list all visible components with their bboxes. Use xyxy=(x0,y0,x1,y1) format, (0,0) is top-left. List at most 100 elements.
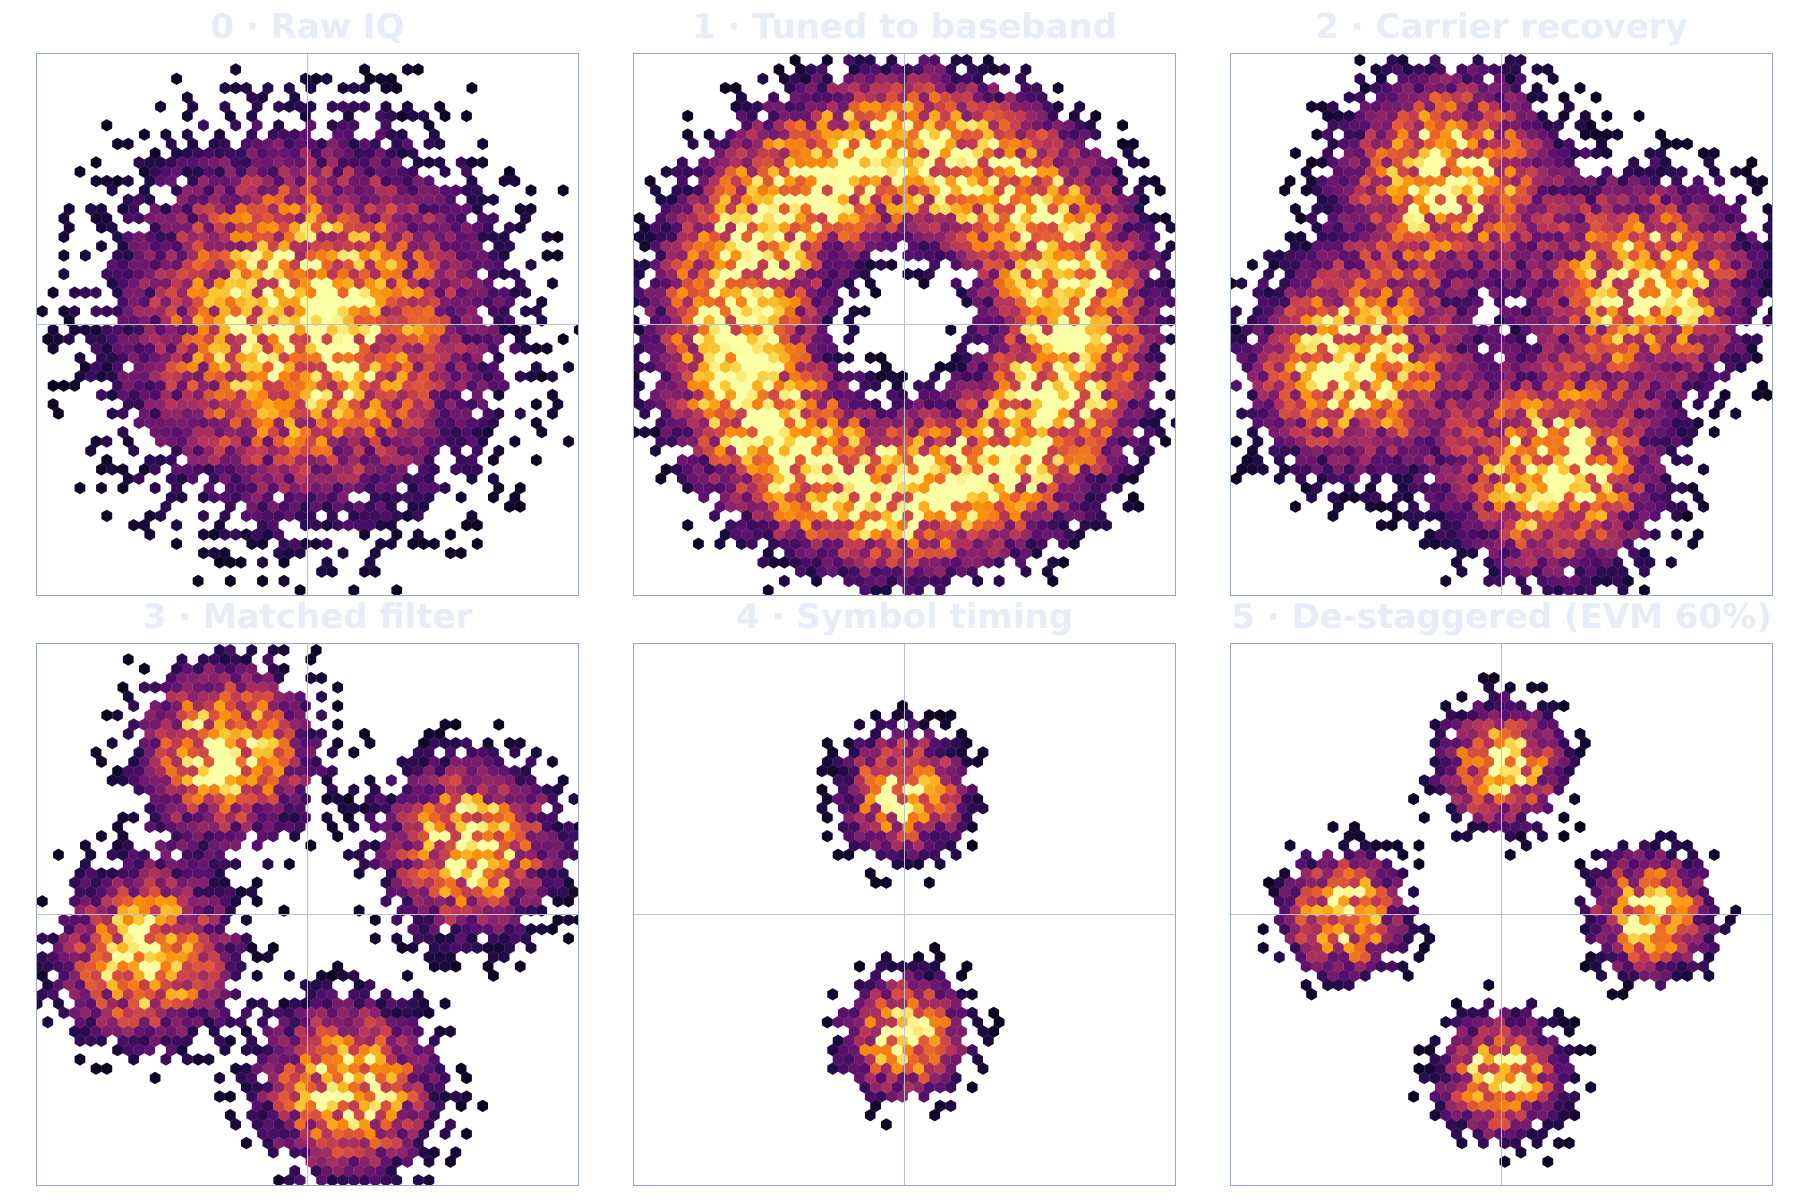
hexbin-cell xyxy=(859,119,871,132)
hexbin-cell xyxy=(795,491,806,504)
hexbin-cell xyxy=(832,444,844,457)
hexbin-cell xyxy=(273,137,284,151)
hexbin-cell xyxy=(300,202,311,216)
hexbin-cell xyxy=(972,481,983,495)
hexbin-cell xyxy=(112,360,123,374)
hexbin-cell xyxy=(90,323,102,337)
hexbin-cell xyxy=(434,416,446,430)
hexbin-cell xyxy=(198,491,209,504)
hexbin-cell xyxy=(144,323,156,337)
hexbin-cell xyxy=(784,193,796,206)
hexbin-cell xyxy=(176,305,188,318)
hexbin-cell xyxy=(891,63,903,76)
hexbin-cell xyxy=(1418,128,1430,141)
hexbin-cell xyxy=(1020,509,1032,523)
hexbin-cell xyxy=(821,481,833,495)
hexbin-cell xyxy=(757,128,769,141)
hexbin-cell xyxy=(918,109,930,123)
hexbin-cell xyxy=(1510,342,1521,355)
hexbin-cell xyxy=(1154,258,1166,271)
hexbin-cell xyxy=(923,156,935,169)
hexbin-cell xyxy=(1418,72,1430,85)
hexbin-cell xyxy=(666,416,677,430)
hexbin-cell xyxy=(1692,230,1704,244)
hexbin-cell xyxy=(471,351,483,364)
hexbin-cell xyxy=(956,509,967,523)
hexbin-cell xyxy=(730,212,742,225)
hexbin-cell xyxy=(1472,240,1484,253)
hexbin-cell xyxy=(956,230,967,244)
hexbin-cell xyxy=(326,212,338,225)
hexbin-cell xyxy=(407,537,419,550)
hexbin-cell xyxy=(348,398,360,411)
hexbin-cell xyxy=(854,388,865,402)
hexbin-cell xyxy=(677,230,688,244)
hexbin-cell xyxy=(423,398,435,411)
hexbin-cell xyxy=(1451,72,1462,85)
hexbin-cell xyxy=(429,481,440,495)
hexbin-cell xyxy=(934,472,946,485)
hexbin-cell xyxy=(1671,286,1682,299)
hexbin-cell xyxy=(870,546,881,560)
hexbin-cell xyxy=(1456,156,1468,169)
hexbin-cell xyxy=(805,81,817,95)
hexbin-cell xyxy=(106,258,118,271)
hexbin-cell xyxy=(741,156,753,169)
hexbin-cell xyxy=(1499,249,1511,262)
hexbin-cell xyxy=(380,100,392,113)
hexbin-cell xyxy=(1138,286,1150,299)
hexbin-cell xyxy=(1531,249,1543,262)
hexbin-cell xyxy=(1580,147,1591,160)
hexbin-cell xyxy=(1042,267,1053,281)
hexbin-cell xyxy=(1133,277,1145,290)
hexbin-cell xyxy=(1370,267,1382,281)
hexbin-cell xyxy=(977,119,989,132)
hexbin-cell xyxy=(1311,202,1323,216)
hexbin-cell xyxy=(1606,286,1618,299)
hexbin-cell xyxy=(762,212,774,225)
hexbin-cell xyxy=(423,249,435,262)
hexbin-cell xyxy=(139,314,150,327)
hexbin-cell xyxy=(714,240,726,253)
hexbin-cell xyxy=(811,184,822,197)
hexbin-cell xyxy=(402,267,413,281)
hexbin-cell xyxy=(445,230,456,244)
hexbin-cell xyxy=(1692,174,1704,188)
hexbin-cell xyxy=(176,342,188,355)
hexbin-cell xyxy=(402,360,413,374)
hexbin-cell xyxy=(891,156,903,169)
hexbin-cell xyxy=(1020,546,1032,560)
hexbin-cell xyxy=(1692,267,1704,281)
hexbin-cell xyxy=(407,444,419,457)
hexbin-cell xyxy=(644,360,656,374)
hexbin-cell xyxy=(1284,230,1296,244)
hexbin-cell xyxy=(891,193,903,206)
hexbin-cell xyxy=(1047,388,1059,402)
hexbin-cell xyxy=(1154,351,1166,364)
hexbin-cell xyxy=(1058,388,1069,402)
hexbin-cell xyxy=(1687,258,1699,271)
hexbin-cell xyxy=(139,184,150,197)
hexbin-cell xyxy=(1601,351,1613,364)
hexbin-cell xyxy=(1435,193,1446,206)
hexbin-cell xyxy=(1306,323,1317,337)
hexbin-cell xyxy=(187,212,199,225)
hexbin-cell xyxy=(412,379,424,392)
hexbin-cell xyxy=(1590,221,1602,234)
hexbin-cell xyxy=(1015,202,1026,216)
hexbin-cell xyxy=(294,379,306,392)
hexbin-cell xyxy=(848,119,860,132)
hexbin-cell xyxy=(407,388,419,402)
hexbin-cell xyxy=(940,240,951,253)
hexbin-cell xyxy=(875,128,887,141)
hexbin-cell xyxy=(246,426,258,439)
hexbin-cell xyxy=(811,109,822,123)
hexbin-cell xyxy=(1687,295,1699,309)
hexbin-cell xyxy=(182,202,193,216)
hexbin-cell xyxy=(1730,202,1742,216)
hexbin-cell xyxy=(294,323,306,337)
hexbin-cell xyxy=(380,230,392,244)
hexbin-cell xyxy=(1494,202,1505,216)
hexbin-cell xyxy=(897,500,908,513)
hexbin-cell xyxy=(1655,165,1666,178)
